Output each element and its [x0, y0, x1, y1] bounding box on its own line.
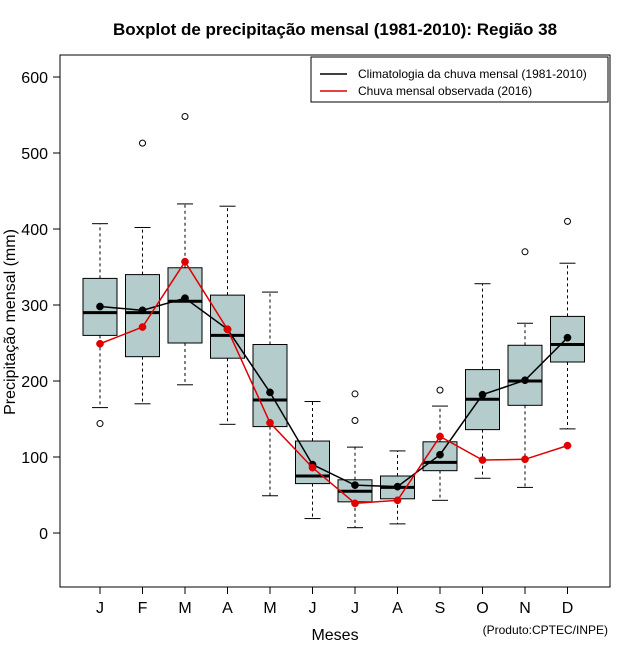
box-month-6	[295, 401, 330, 520]
box-month-3	[167, 113, 203, 386]
box-month-2	[125, 139, 160, 405]
series-line	[99, 260, 568, 505]
series-point	[521, 376, 529, 385]
x-tick-label: J	[96, 600, 104, 617]
series-point	[436, 432, 444, 441]
outlier-point	[521, 248, 529, 256]
series-point	[181, 257, 189, 266]
outlier-point	[436, 386, 444, 394]
x-tick-label: A	[392, 600, 403, 617]
x-tick-label: D	[562, 600, 574, 617]
x-axis-label: Meses	[311, 627, 358, 644]
x-tick-label: M	[178, 600, 191, 617]
series-point	[393, 482, 402, 491]
series-point	[436, 450, 444, 459]
x-tick-label: J	[309, 600, 317, 617]
y-tick-label: 400	[21, 222, 48, 239]
outlier-point	[139, 139, 146, 147]
series-layer	[96, 257, 572, 508]
x-tick-label: F	[138, 600, 148, 617]
series-point	[393, 496, 402, 505]
series-point	[563, 441, 572, 450]
y-tick-label: 100	[21, 450, 48, 467]
y-tick-label: 600	[21, 70, 48, 87]
box-month-9	[422, 386, 458, 501]
y-tick-label: 500	[21, 146, 48, 163]
series-point	[96, 339, 104, 348]
axis-layer: 0 100 200 300 400 500 600 J F M A M J J A S O N D	[21, 70, 573, 617]
series-point	[478, 456, 487, 464]
series-point	[266, 388, 274, 397]
series-point	[138, 306, 147, 315]
series-point	[521, 455, 529, 464]
y-tick-label: 0	[39, 526, 48, 543]
box-iqr	[507, 344, 543, 406]
series-point	[563, 333, 572, 342]
legend: Climatologia da chuva mensal (1981-2010)…	[310, 56, 609, 103]
series-point	[308, 463, 317, 472]
x-tick-label: A	[222, 600, 233, 617]
y-tick-label: 300	[21, 298, 48, 315]
series-point	[351, 499, 359, 508]
x-tick-label: J	[351, 600, 359, 617]
series-point	[181, 294, 189, 303]
chart-title: Boxplot de precipitação mensal (1981-201…	[113, 20, 557, 39]
series-climatology	[96, 294, 572, 491]
boxes-layer	[82, 113, 585, 529]
legend-label-observed: Chuva mensal observada (2016)	[358, 84, 532, 98]
box-month-4	[210, 205, 245, 425]
box-month-12	[550, 217, 585, 430]
x-tick-label: M	[263, 600, 276, 617]
series-point	[266, 418, 274, 427]
box-iqr	[252, 344, 288, 428]
outlier-point	[351, 417, 359, 425]
series-point	[223, 325, 232, 334]
series-point	[351, 481, 359, 489]
box-month-11	[507, 248, 543, 488]
x-tick-label: O	[476, 600, 488, 617]
outlier-point	[96, 420, 104, 428]
outlier-point	[564, 217, 571, 225]
series-point	[96, 302, 104, 311]
box-iqr	[422, 441, 458, 472]
box-month-1	[82, 223, 118, 428]
y-axis-label: Precipitação mensal (mm)	[2, 229, 19, 415]
box-month-10	[465, 283, 500, 479]
box-iqr	[125, 274, 160, 358]
y-tick-label: 200	[21, 374, 48, 391]
plot-frame	[59, 54, 611, 588]
outlier-point	[181, 113, 189, 121]
series-observed	[96, 257, 572, 508]
outlier-point	[351, 390, 359, 398]
legend-box	[310, 56, 609, 103]
legend-label-climatology: Climatologia da chuva mensal (1981-2010)	[358, 67, 587, 81]
product-credit: (Produto:CPTEC/INPE)	[483, 623, 608, 637]
series-line	[99, 297, 569, 488]
series-point	[138, 323, 147, 331]
x-tick-label: S	[435, 600, 446, 617]
x-tick-label: N	[519, 600, 531, 617]
series-point	[478, 390, 487, 399]
